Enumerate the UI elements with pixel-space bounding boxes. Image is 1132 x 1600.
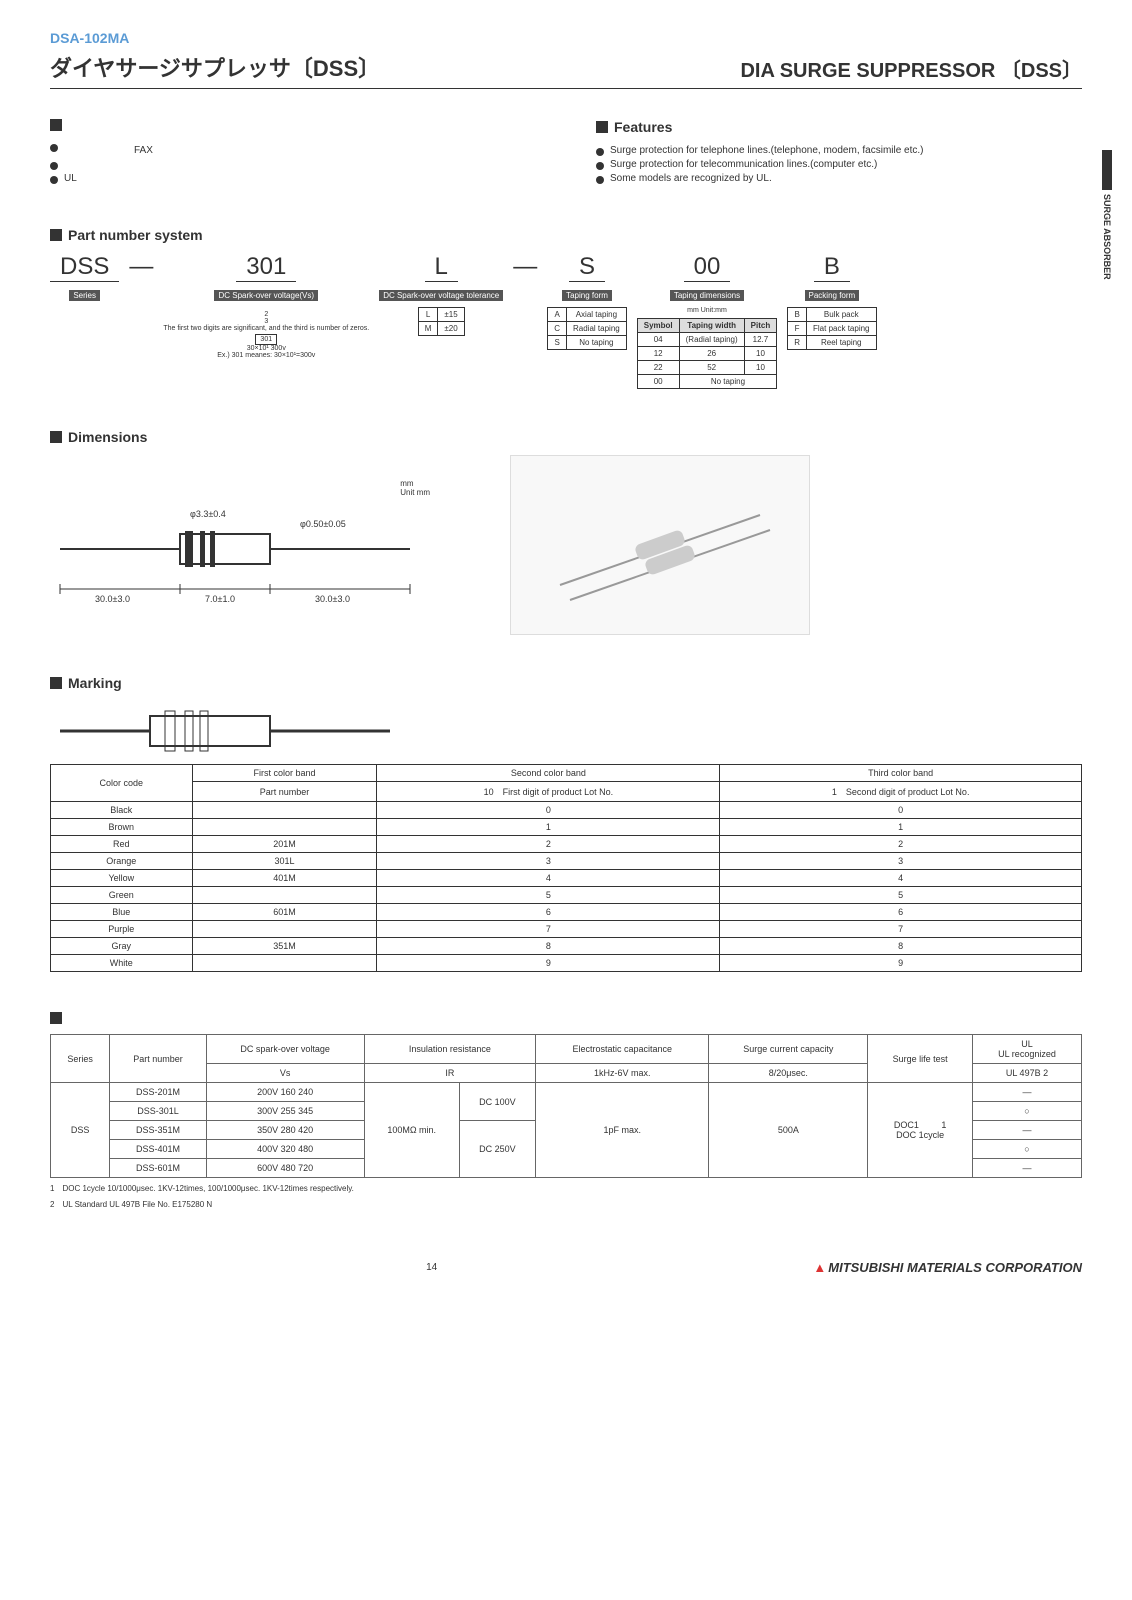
feat-en-0: Surge protection for telephone lines.(te… (596, 145, 1082, 156)
pn-series-big: DSS (50, 253, 119, 282)
marking-block: Marking Color code First color band Seco… (50, 675, 1082, 972)
part-number-block: Part number system DSS Series — 301 DC S… (50, 227, 1082, 389)
table-row: Purple77 (51, 921, 1082, 938)
dim-l2: 7.0±1.0 (205, 594, 235, 604)
table-row: Orange301L33 (51, 853, 1082, 870)
dim-d2: φ0.50±0.05 (300, 519, 346, 529)
pn-volt-label: DC Spark-over voltage(Vs) (214, 290, 318, 303)
top-label: DSA-102MA (50, 30, 1082, 46)
title-jp: ダイヤサージサプレッサ〔DSS〕 (50, 51, 380, 83)
pn-tape-big: S (569, 253, 605, 282)
spec-note-2: 2 UL Standard UL 497B File No. E175280 N (50, 1199, 1082, 1210)
dim-l1: 30.0±3.0 (95, 594, 130, 604)
feat-jp-0: FAX (50, 141, 536, 156)
dim-unit: mm Unit mm (400, 479, 430, 497)
table-row: Green55 (51, 887, 1082, 904)
side-tab: SURGE ABSORBER (1102, 150, 1112, 280)
pn-dim-label: Taping dimensions (670, 290, 744, 303)
pn-tol-label: DC Spark-over voltage tolerance (379, 290, 503, 303)
dim-d1: φ3.3±0.4 (190, 509, 226, 519)
pn-volt-big: 301 (236, 253, 296, 282)
features-jp-heading (50, 119, 536, 131)
product-photo (510, 455, 810, 635)
features-en-heading: Features (596, 119, 1082, 135)
feat-jp-1 (50, 159, 536, 170)
marking-drawing (50, 701, 400, 761)
dim-heading: Dimensions (50, 429, 1082, 445)
pn-pack-big: B (814, 253, 850, 282)
table-row: Gray351M88 (51, 938, 1082, 955)
title-row: ダイヤサージサプレッサ〔DSS〕 DIA SURGE SUPPRESSOR 〔D… (50, 51, 1082, 89)
table-row: White99 (51, 955, 1082, 972)
feat-en-2: Some models are recognized by UL. (596, 173, 1082, 184)
pn-pack-table: BBulk pack FFlat pack taping RReel tapin… (787, 307, 876, 350)
dimensions-block: Dimensions mm Unit mm φ3.3±0.4 φ0.50±0.0… (50, 429, 1082, 635)
title-en: DIA SURGE SUPPRESSOR 〔DSS〕 (740, 54, 1082, 83)
table-row: Brown11 (51, 819, 1082, 836)
dimension-drawing: mm Unit mm φ3.3±0.4 φ0.50±0.05 30.0±3.0 … (50, 479, 430, 612)
table-row: Black00 (51, 802, 1082, 819)
table-row: Red201M22 (51, 836, 1082, 853)
pn-heading: Part number system (50, 227, 1082, 243)
page-footer: 14 MITSUBISHI MATERIALS CORPORATION (50, 1260, 1082, 1275)
page-number: 14 (426, 1262, 437, 1273)
features-block: FAX UL Features Surge protection for tel… (50, 119, 1082, 187)
marking-heading: Marking (50, 675, 1082, 691)
pn-dim-table: SymbolTaping widthPitch 04(Radial taping… (637, 318, 778, 389)
pn-volt-note: 2 3 The first two digits are significant… (163, 311, 369, 359)
spec-heading (50, 1012, 1082, 1024)
pn-tape-table: AAxial taping CRadial taping SNo taping (547, 307, 626, 350)
spec-block: Series Part number DC spark-over voltage… (50, 1012, 1082, 1210)
pn-tape-label: Taping form (562, 290, 612, 303)
pn-tol-table: L±15 M±20 (418, 307, 465, 336)
feat-en-1: Surge protection for telecommunication l… (596, 159, 1082, 170)
pn-tol-big: L (425, 253, 458, 282)
pn-pack-label: Packing form (805, 290, 860, 303)
feat-jp-2: UL (50, 173, 536, 184)
spec-table: Series Part number DC spark-over voltage… (50, 1034, 1082, 1178)
pn-series-label: Series (69, 290, 100, 303)
pn-dim-big: 00 (684, 253, 731, 282)
marking-table: Color code First color band Second color… (50, 764, 1082, 972)
pn-dim-unit: mm Unit:mm (687, 307, 727, 314)
pn-dash: — (129, 253, 153, 281)
dim-l3: 30.0±3.0 (315, 594, 350, 604)
footer-logo: MITSUBISHI MATERIALS CORPORATION (813, 1260, 1082, 1275)
table-row: Yellow401M44 (51, 870, 1082, 887)
pn-dash2: — (513, 253, 537, 281)
spec-note-1: 1 DOC 1cycle 10/1000μsec. 1KV-12times, 1… (50, 1183, 1082, 1194)
table-row: Blue601M66 (51, 904, 1082, 921)
